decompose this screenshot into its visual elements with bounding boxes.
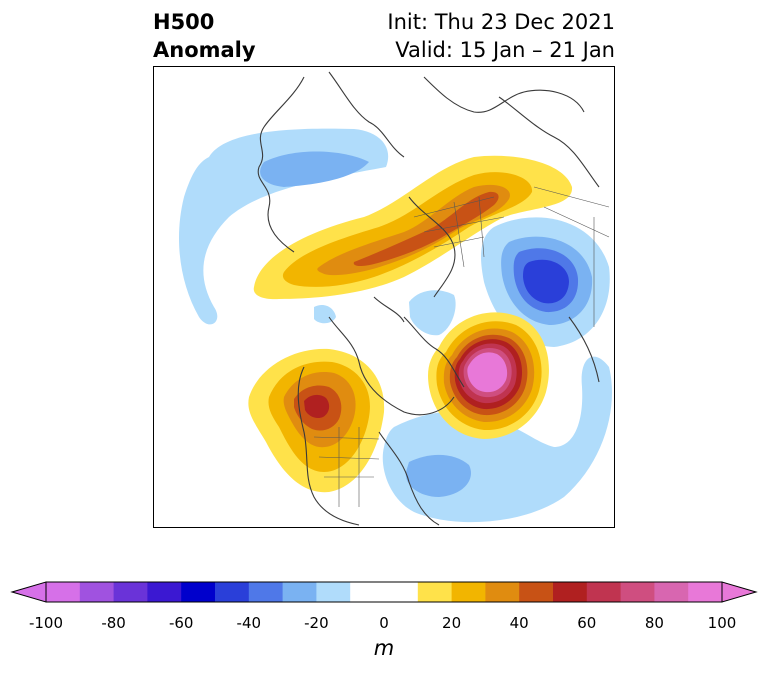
colorbar-tick-label: 0 [379,614,389,632]
colorbar-segment [620,582,655,602]
colorbar [10,581,758,603]
coastlines [257,71,600,526]
title-block-left: H500 Anomaly [153,8,256,64]
colorbar-segment [519,582,554,602]
colorbar-max-extend [721,581,758,603]
colorbar-segment [384,582,419,602]
colorbar-segment [147,582,182,602]
map-panel [153,66,615,528]
colorbar-segment [417,582,453,602]
colorbar-unit-label: m [373,636,395,660]
colorbar-segment [451,582,486,602]
colorbar-segment [181,582,216,602]
valid-range: Valid: 15 Jan – 21 Jan [395,38,615,62]
colorbar-segment [688,582,723,602]
title-variable-type: Anomaly [153,38,256,62]
init-date: Init: Thu 23 Dec 2021 [387,10,615,34]
anomaly-map [154,71,612,526]
colorbar-outline [45,581,723,603]
negative-anomaly-east-asia [481,217,610,347]
colorbar-tick-label: -60 [168,614,194,632]
colorbar-min-extend [10,581,47,603]
colorbar-segment [586,582,622,602]
negative-anomaly-east-us [382,356,612,523]
colorbar-segment [79,582,115,602]
colorbar-segment [215,582,250,602]
colorbar-tick-label: 100 [707,614,737,632]
colorbar-segment [248,582,284,602]
colorbar-segment [316,582,351,602]
colorbar-segment [350,582,385,602]
colorbar-segments [46,582,723,602]
colorbar-tick-label: 60 [577,614,597,632]
colorbar-tick-label: -100 [28,614,64,632]
colorbar-segment [553,582,588,602]
colorbar-segment [485,582,520,602]
title-variable: H500 [153,10,215,34]
map-edge-patch [154,272,158,317]
positive-anomaly-atlantic [428,312,549,439]
colorbar-tick-label: 80 [644,614,664,632]
negative-anomaly-pacific [179,128,389,325]
colorbar-tick-label: -20 [304,614,329,632]
colorbar-segment [46,582,81,602]
positive-anomaly-west-na [248,348,385,493]
colorbar-tick-label: -40 [236,614,262,632]
colorbar-tick-label: 20 [442,614,462,632]
colorbar-segment [113,582,148,602]
colorbar-tick-label: 40 [509,614,529,632]
colorbar-tick-label: -80 [101,614,126,632]
title-block-right: Init: Thu 23 Dec 2021 Valid: 15 Jan – 21… [387,8,615,64]
colorbar-segment [654,582,689,602]
colorbar-segment [282,582,317,602]
positive-anomaly-eurasia [253,155,573,300]
political-borders [313,186,610,507]
